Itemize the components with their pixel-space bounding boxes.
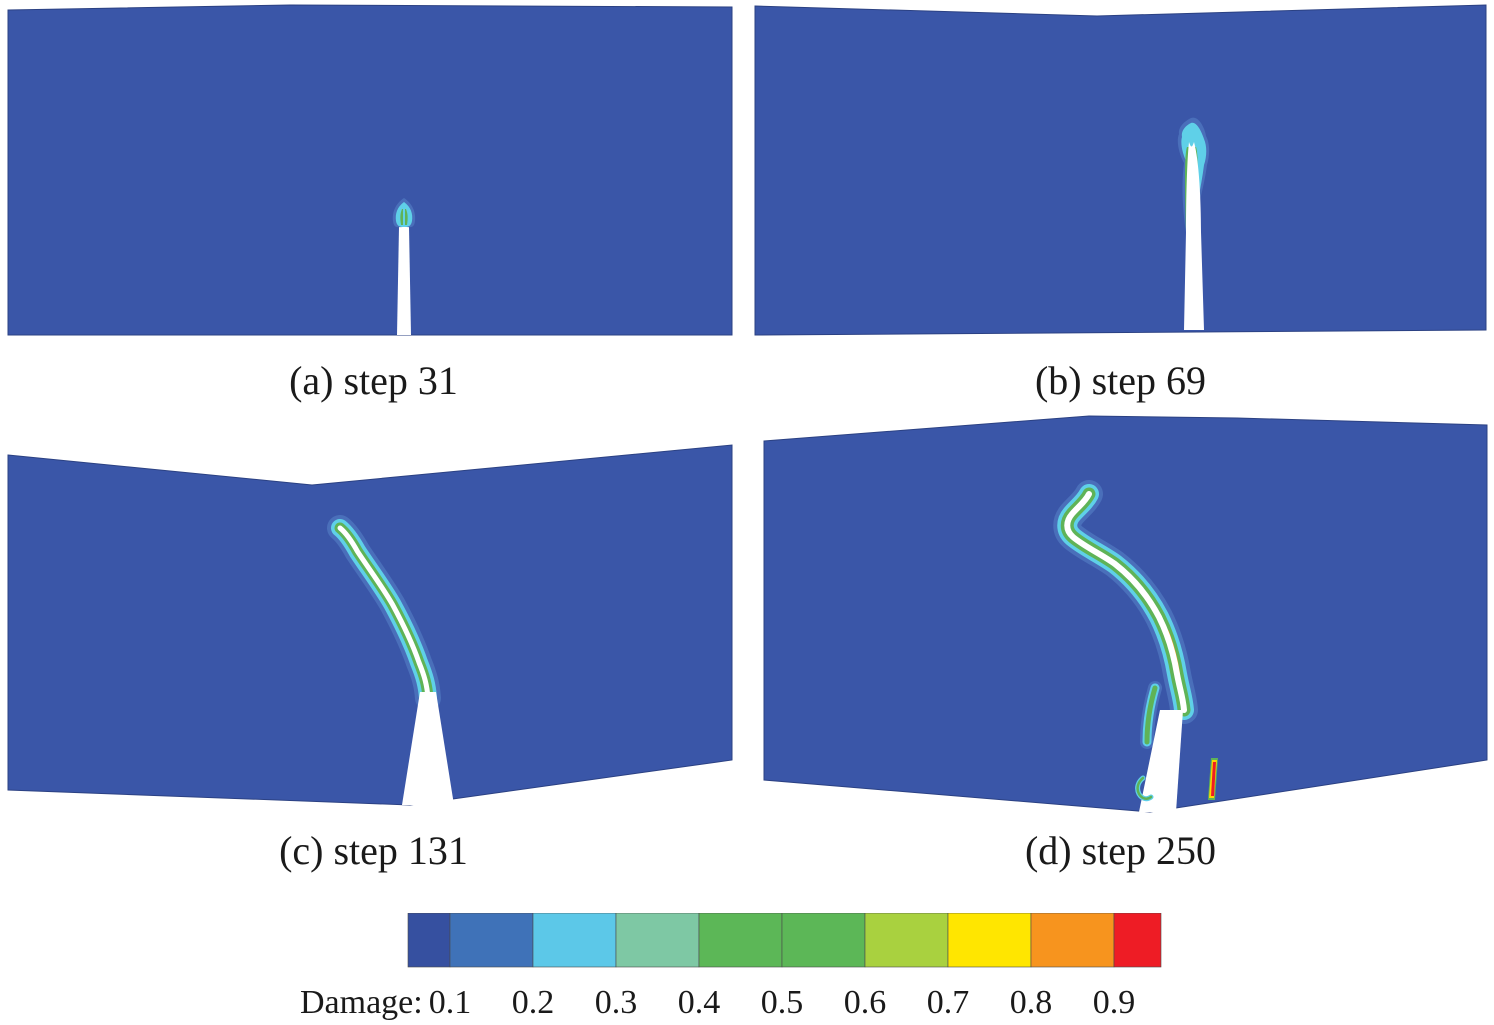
svg-text:0.1: 0.1 <box>429 984 472 1021</box>
svg-text:0.9: 0.9 <box>1093 984 1136 1021</box>
svg-text:Damage:: Damage: <box>300 984 423 1021</box>
svg-text:0.5: 0.5 <box>761 984 804 1021</box>
svg-text:0.7: 0.7 <box>927 984 970 1021</box>
svg-text:0.4: 0.4 <box>678 984 721 1021</box>
svg-text:0.6: 0.6 <box>844 984 887 1021</box>
svg-text:0.8: 0.8 <box>1010 984 1053 1021</box>
svg-text:0.2: 0.2 <box>512 984 555 1021</box>
svg-text:0.3: 0.3 <box>595 984 638 1021</box>
